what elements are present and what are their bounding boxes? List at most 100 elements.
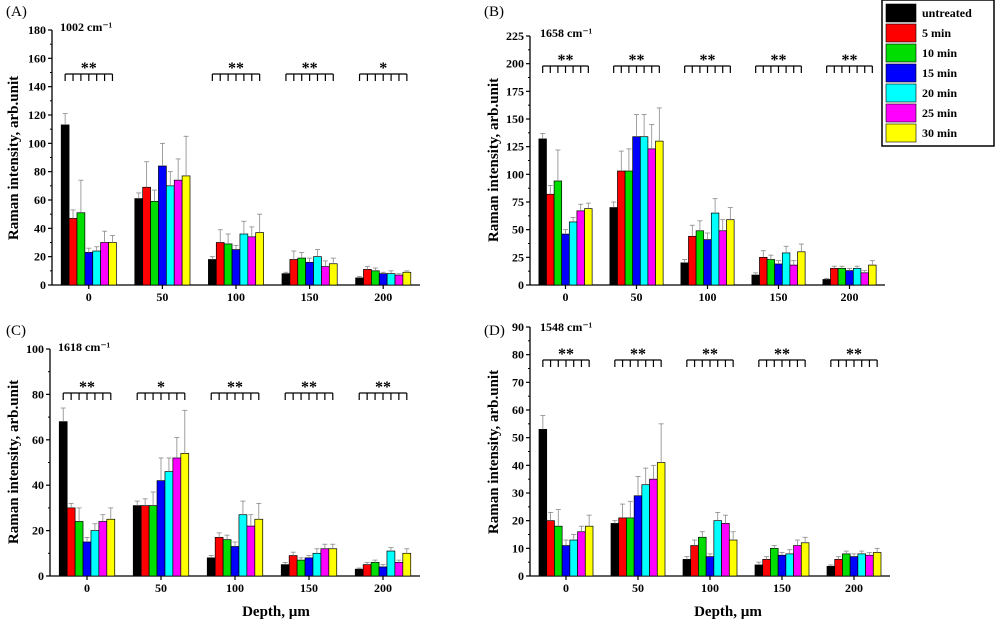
bar-30-min [656,462,666,577]
bar-15-min [156,480,166,577]
x-tick-label: 200 [374,290,392,304]
bar-20-min [852,268,862,286]
bar-5-min [362,564,372,577]
bar-25-min [246,525,256,577]
significance-stars: ** [375,379,391,396]
bar-30-min [328,548,338,577]
significance-bracket: ** [826,52,873,73]
bar-15-min [632,136,641,286]
significance-bracket: ** [285,60,334,81]
x-tick-label: 150 [770,290,788,304]
bar-25-min [865,554,874,577]
significance-stars: ** [700,52,716,69]
legend-label: 10 min [922,46,957,60]
legend: untreated 5 min 10 min 15 min 20 min 25 min 30… [881,0,995,147]
bar-30-min [584,525,594,577]
panel-label: (B) [484,4,504,20]
x-tick-label: 0 [84,581,90,595]
bar-30-min [584,208,593,286]
bar-10-min [626,517,635,577]
bar-15-min [561,545,571,577]
bar-10-min [554,525,563,577]
y-tick-label: 0 [518,278,524,292]
bar-15-min [378,566,388,577]
bar-30-min [872,552,882,577]
bar-20-min [569,539,578,577]
x-tick-label: 150 [301,290,319,304]
y-tick-label: 10 [512,541,524,555]
bar-10-min [223,243,233,286]
chart-panel-c: (C) 1618 cm⁻¹ Raman intensity, arb.unit 0 20… [6,323,420,595]
x-tick-label: 50 [631,290,643,304]
significance-bracket: ** [542,52,589,73]
bar-5-min [759,256,768,286]
bar-5-min [289,259,299,286]
significance-bracket: ** [755,52,802,73]
y-tick-label: 150 [506,112,524,126]
significance-bracket: ** [830,346,878,367]
significance-stars: ** [630,346,646,363]
legend-swatch [885,43,917,63]
chart-panel-b: (B) 1658 cm⁻¹ Raman intensity, arb.unit 0 25… [484,4,885,304]
y-tick-label: 50 [512,223,524,237]
y-tick-label: 140 [28,80,46,94]
bar-25-min [321,266,330,286]
bar-25-min [100,242,109,286]
y-tick-label: 180 [28,23,46,37]
y-tick-label: 20 [32,524,44,538]
bar-25-min [394,562,404,577]
bar-5-min [288,555,298,577]
legend-label: untreated [922,6,972,20]
significance-stars: ** [558,52,574,69]
bar-5-min [617,170,626,286]
bar-15-min [231,249,241,286]
wavenumber-label: 1002 cm⁻¹ [60,20,113,34]
bar-25-min [173,179,183,286]
bar-20-min [857,553,866,577]
y-axis-label: Raman intensity, arb.unit [6,76,22,240]
bar-20-min [710,212,720,286]
y-tick-label: 20 [34,250,46,264]
bar-20-min [92,250,101,286]
significance-stars: ** [227,379,243,396]
bar-10-min [76,212,86,286]
significance-bracket: ** [686,346,734,367]
y-tick-label: 40 [512,458,524,472]
bar-10-min [698,536,707,577]
significance-stars: ** [81,60,97,77]
legend-swatch [885,63,917,83]
bar-30-min [655,140,664,286]
bar-10-min [624,170,634,286]
x-tick-label: 50 [155,581,167,595]
bar-5-min [142,186,151,286]
significance-stars: ** [702,346,718,363]
bar-5-min [618,517,627,577]
bar-15-min [158,165,167,286]
significance-stars: * [379,60,387,77]
bar-untreated [355,277,364,286]
y-tick-label: 0 [40,278,46,292]
bar-5-min [690,545,699,577]
x-tick-label: 50 [156,290,168,304]
bar-20-min [90,530,100,577]
x-tick-label: 0 [563,581,569,595]
legend-swatch [885,83,917,103]
bar-untreated [680,262,689,286]
bar-untreated [354,568,364,577]
x-tick-label: 200 [841,290,859,304]
legend-label: 25 min [922,106,957,120]
bar-30-min [728,539,738,577]
bar-15-min [774,263,783,286]
x-tick-label: 100 [701,581,719,595]
significance-stars: ** [774,346,790,363]
significance-bracket: * [358,60,408,81]
y-tick-label: 120 [28,108,46,122]
significance-bracket: ** [284,379,334,400]
significance-stars: ** [301,379,317,396]
y-tick-label: 200 [506,57,524,71]
significance-bracket: ** [614,346,662,367]
bar-20-min [641,484,650,577]
x-tick-label: 100 [227,290,245,304]
bar-15-min [82,541,92,577]
y-tick-label: 175 [506,84,524,98]
